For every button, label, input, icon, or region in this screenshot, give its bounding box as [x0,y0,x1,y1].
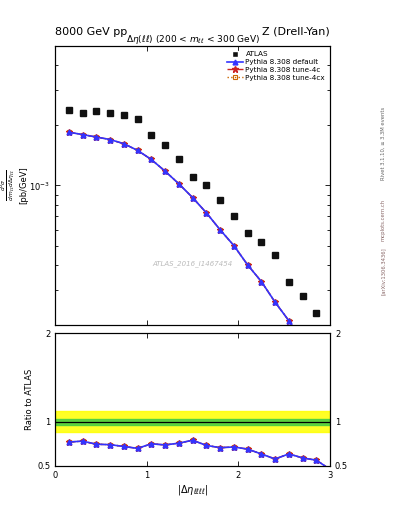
Text: mcplots.cern.ch: mcplots.cern.ch [381,199,386,241]
ATLAS [121,112,126,118]
Text: Z (Drell-Yan): Z (Drell-Yan) [263,27,330,37]
ATLAS [218,197,222,203]
ATLAS [108,110,112,116]
Bar [55,419,330,425]
ATLAS [231,214,236,220]
ATLAS [245,229,250,236]
Legend: ATLAS, Pythia 8.308 default, Pythia 8.308 tune-4c, Pythia 8.308 tune-4cx: ATLAS, Pythia 8.308 default, Pythia 8.30… [225,50,327,82]
Text: ATLAS_2016_I1467454: ATLAS_2016_I1467454 [152,260,233,267]
ATLAS [314,310,319,316]
Bar [55,411,330,432]
Line: ATLAS: ATLAS [66,106,320,316]
ATLAS [300,293,305,299]
ATLAS [286,279,291,285]
ATLAS [204,182,209,188]
Text: Rivet 3.1.10, ≥ 3.3M events: Rivet 3.1.10, ≥ 3.3M events [381,106,386,180]
ATLAS [273,251,277,258]
Y-axis label: Ratio to ATLAS: Ratio to ATLAS [25,369,34,430]
X-axis label: $|\Delta\eta_{\ell\ell\ell\ell}|$: $|\Delta\eta_{\ell\ell\ell\ell}|$ [177,482,208,497]
ATLAS [149,132,154,138]
Text: 8000 GeV pp: 8000 GeV pp [55,27,127,37]
ATLAS [163,142,167,148]
Y-axis label: $\frac{d^2\sigma}{d\,m_{\ell\ell}\,d\Delta\eta_{\ell\ell}}$
[pb/GeV]: $\frac{d^2\sigma}{d\,m_{\ell\ell}\,d\Del… [0,166,28,204]
Title: $\Delta\eta(\ell\ell)$ (200 < $m_{\ell\ell}$ < 300 GeV): $\Delta\eta(\ell\ell)$ (200 < $m_{\ell\e… [125,33,260,46]
ATLAS [176,157,181,163]
Text: [arXiv:1306.3436]: [arXiv:1306.3436] [381,247,386,295]
ATLAS [66,106,71,113]
ATLAS [80,110,85,116]
ATLAS [135,116,140,122]
ATLAS [94,109,99,115]
ATLAS [190,174,195,180]
ATLAS [259,239,264,245]
